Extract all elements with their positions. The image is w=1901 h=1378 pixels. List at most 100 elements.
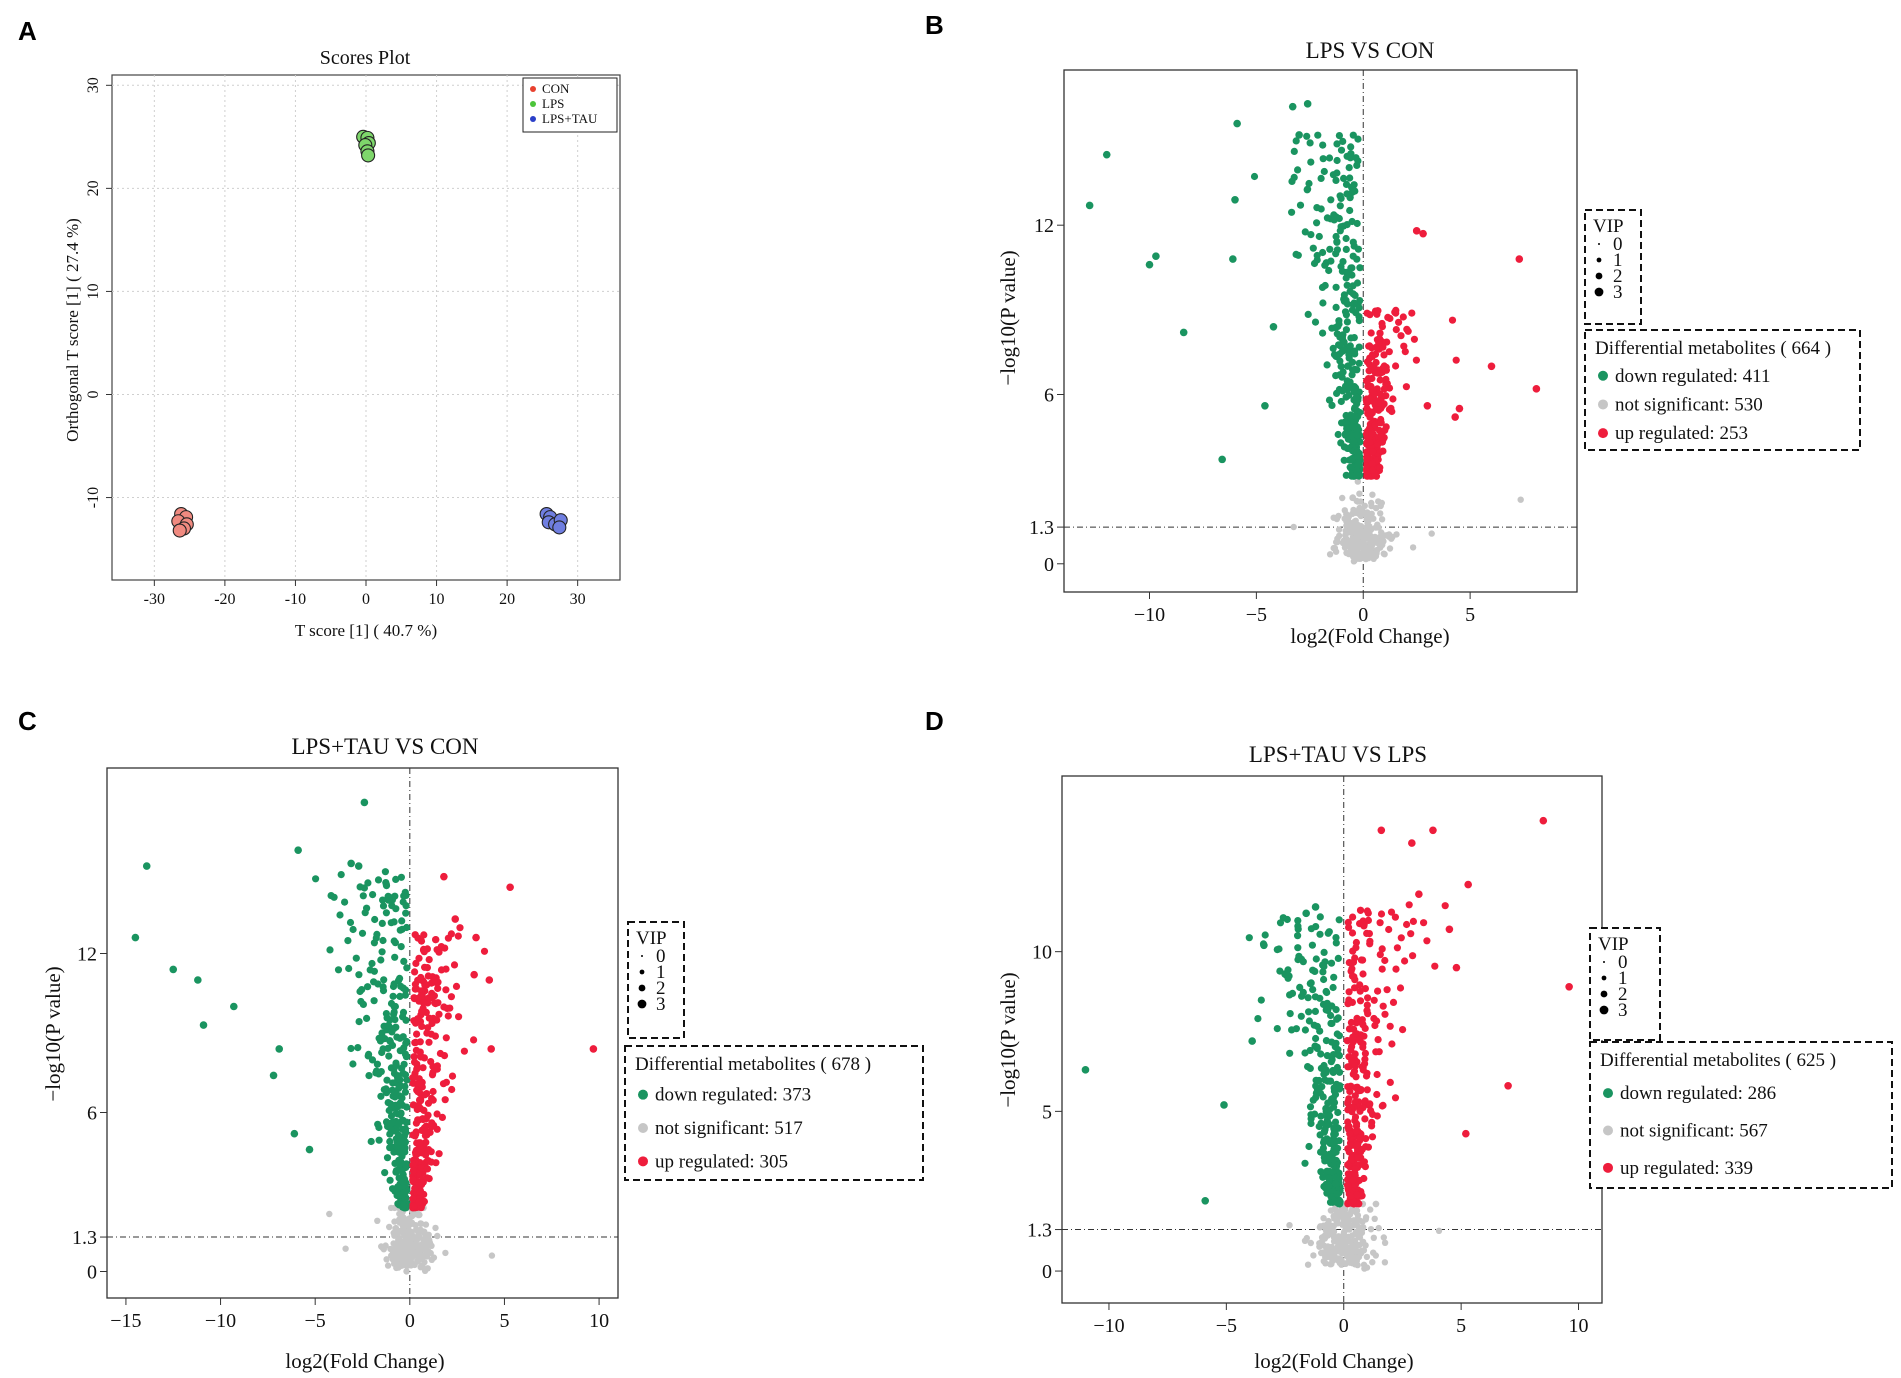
point-down-regulated: [1346, 194, 1354, 202]
point-not-significant: [1320, 1215, 1327, 1222]
plot-frame-b: [1063, 69, 1578, 593]
point-up-regulated: [435, 1010, 443, 1018]
point-up-regulated: [1403, 325, 1411, 333]
vip-size-marker-0: [641, 955, 643, 957]
point-not-significant: [1386, 545, 1394, 552]
outlier-up-7: [1504, 1082, 1512, 1090]
point-up-regulated: [1344, 1161, 1352, 1169]
point-up-regulated: [421, 1091, 429, 1099]
point-up-regulated: [1361, 1115, 1369, 1123]
point-down-regulated: [1353, 219, 1361, 228]
point-down-regulated: [1301, 1049, 1309, 1057]
point-up-regulated: [420, 1106, 428, 1114]
point-up-regulated: [1381, 426, 1389, 434]
point-up-regulated: [1366, 1100, 1374, 1108]
point-up-regulated: [452, 982, 461, 991]
point-up-regulated: [415, 1096, 424, 1104]
point-down-regulated: [386, 1144, 394, 1152]
point-not-significant: [407, 1235, 414, 1242]
point-up-regulated: [442, 986, 450, 994]
point-not-significant: [387, 1204, 395, 1212]
point-down-regulated: [1305, 1017, 1313, 1025]
point-not-significant: [1517, 496, 1524, 503]
point-not-significant: [1377, 510, 1384, 517]
point-down-regulated: [1337, 362, 1345, 370]
point-not-significant: [1346, 1211, 1354, 1218]
legend-label-con: CON: [542, 81, 570, 96]
point-up-regulated: [1353, 1120, 1361, 1128]
point-up-regulated: [1361, 985, 1369, 993]
outlier-down-4: [199, 1021, 208, 1029]
point-up-regulated: [470, 1036, 478, 1044]
legend-marker-down-regulated: [1598, 370, 1608, 381]
point-down-regulated: [1342, 180, 1351, 188]
x-tick-label-c-5: 10: [589, 1310, 609, 1332]
outlier-up-1: [1429, 826, 1437, 835]
x-tick-label-a-2: -10: [285, 591, 306, 608]
point-up-regulated: [1364, 1143, 1372, 1151]
point-down-regulated: [400, 892, 408, 900]
point-not-significant: [402, 1222, 409, 1229]
point-up-regulated: [1362, 1135, 1370, 1143]
legend-title-c: Differential metabolites ( 678 ): [635, 1054, 871, 1075]
point-down-regulated: [1292, 137, 1300, 145]
point-down-regulated: [388, 1119, 396, 1127]
point-not-significant: [395, 1236, 402, 1244]
outlier-down-12: [1303, 100, 1312, 108]
point-down-regulated: [1346, 342, 1354, 350]
point-up-regulated: [417, 937, 426, 945]
point-down-regulated: [336, 911, 344, 919]
y-tick-label-c-0: 0: [87, 1262, 97, 1284]
point-up-regulated: [1363, 404, 1371, 412]
point-up-regulated: [1364, 994, 1372, 1002]
point-down-regulated: [1327, 959, 1336, 967]
outlier-up-6: [451, 915, 460, 923]
point-down-regulated: [1350, 299, 1358, 307]
point-up-regulated: [1346, 1130, 1354, 1138]
outlier-up-1: [1419, 229, 1427, 238]
point-not-significant: [1334, 538, 1341, 546]
point-up-regulated: [446, 1004, 454, 1012]
grid-a: [112, 75, 620, 580]
volcano-points-c: [131, 798, 598, 1275]
point-not-significant: [1322, 1231, 1330, 1239]
point-up-regulated: [1354, 1154, 1362, 1162]
legend-label-down-regulated: down regulated: 373: [655, 1085, 811, 1106]
point-down-regulated: [1317, 1168, 1325, 1176]
outlier-down-1: [142, 862, 151, 870]
y-tick-label-a-0: -10: [85, 487, 102, 508]
point-down-regulated: [373, 930, 381, 939]
point-not-significant: [401, 1233, 409, 1240]
point-up-regulated: [1373, 1112, 1381, 1120]
point-down-regulated: [396, 974, 404, 983]
outlier-down-13: [354, 862, 363, 870]
point-down-regulated: [1345, 391, 1353, 399]
point-up-regulated: [416, 1080, 424, 1088]
point-down-regulated: [1333, 389, 1341, 397]
outlier-down-2: [1145, 260, 1154, 269]
point-down-regulated: [1296, 983, 1304, 992]
point-up-regulated: [1361, 1049, 1369, 1057]
point-down-regulated: [402, 1160, 410, 1168]
chart-title-b: LPS VS CON: [1306, 38, 1435, 63]
point-up-regulated: [1369, 448, 1377, 456]
point-down-regulated: [387, 919, 395, 927]
point-not-significant: [1290, 523, 1297, 531]
legend-label-lps: LPS: [542, 96, 564, 111]
point-down-regulated: [374, 876, 383, 884]
point-down-regulated: [377, 956, 385, 964]
point-not-significant: [1353, 1207, 1361, 1214]
point-down-regulated: [1338, 267, 1346, 275]
point-up-regulated: [1347, 1046, 1355, 1054]
point-down-regulated: [1320, 1128, 1328, 1136]
point-up-regulated: [1373, 1017, 1381, 1025]
point-not-significant: [1336, 1259, 1343, 1267]
point-up-regulated: [440, 1052, 449, 1060]
outlier-down-0: [1085, 201, 1094, 210]
point-up-regulated: [1374, 307, 1382, 315]
point-up-regulated: [1363, 929, 1371, 938]
point-up-regulated: [1385, 925, 1393, 934]
point-down-regulated: [1286, 1010, 1294, 1018]
